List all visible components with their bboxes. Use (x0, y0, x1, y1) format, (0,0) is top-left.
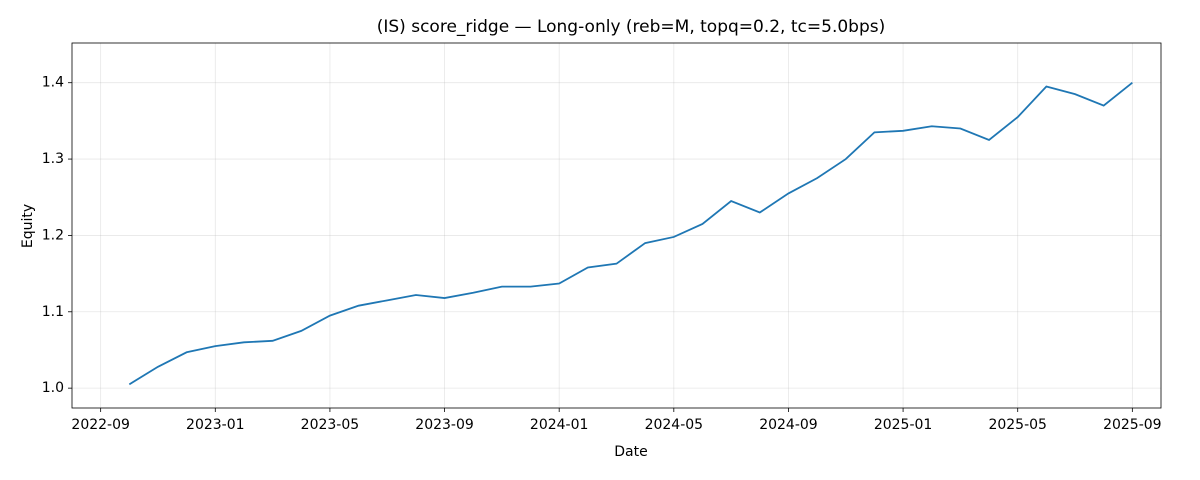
x-tick-label: 2023-05 (301, 417, 360, 433)
x-axis-label: Date (614, 444, 647, 460)
x-tick-label: 2023-09 (415, 417, 474, 433)
x-tick-label: 2025-09 (1103, 417, 1162, 433)
x-tick-label: 2024-05 (645, 417, 704, 433)
y-axis-label: Equity (20, 204, 36, 248)
x-tick-label: 2023-01 (186, 417, 245, 433)
x-tick-label: 2022-09 (71, 417, 130, 433)
y-tick-label: 1.1 (42, 304, 64, 320)
x-tick-label: 2025-05 (988, 417, 1047, 433)
x-tick-label: 2025-01 (874, 417, 933, 433)
x-tick-label: 2024-09 (759, 417, 818, 433)
y-tick-label: 1.3 (42, 151, 64, 167)
x-tick-label: 2024-01 (530, 417, 589, 433)
y-tick-label: 1.4 (42, 75, 64, 91)
chart-title: (IS) score_ridge — Long-only (reb=M, top… (377, 17, 885, 37)
equity-line (128, 82, 1133, 386)
plot-frame (71, 42, 1162, 409)
y-tick-label: 1.2 (42, 227, 64, 243)
y-tick-label: 1.0 (42, 380, 64, 396)
